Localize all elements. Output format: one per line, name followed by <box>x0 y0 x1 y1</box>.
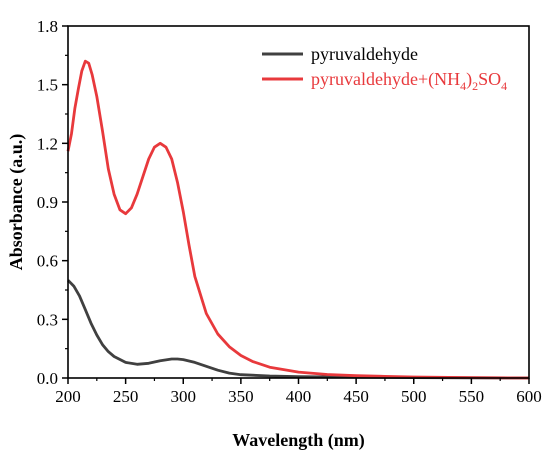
series-line-2 <box>66 59 530 380</box>
x-tick-label: 600 <box>516 387 542 406</box>
legend-label-part: ) <box>466 69 472 90</box>
x-tick-label: 500 <box>401 387 427 406</box>
series-line-1 <box>67 279 530 380</box>
legend-label-pyruvaldehyde-ammonium-sulfate: pyruvaldehyde+(NH4)2SO4 <box>311 69 507 93</box>
legend-label-subscript: 4 <box>460 79 466 93</box>
y-tick-label: 0.9 <box>37 193 58 212</box>
legend: pyruvaldehyde pyruvaldehyde+(NH4)2SO4 <box>262 44 507 93</box>
x-tick-label: 350 <box>228 387 254 406</box>
x-axis: 200 250 300 350 400 450 500 550 600 <box>55 378 542 406</box>
x-tick-label: 300 <box>171 387 197 406</box>
y-axis: 0.0 0.3 0.6 0.9 1.2 1.5 1.8 <box>37 17 68 388</box>
legend-label-part: SO <box>478 69 501 89</box>
y-tick-label: 1.2 <box>37 134 58 153</box>
y-tick-label: 1.8 <box>37 17 58 36</box>
x-tick-label: 200 <box>55 387 81 406</box>
y-axis-title: Absorbance (a.u.) <box>6 134 27 271</box>
y-tick-label: 0.6 <box>37 252 58 271</box>
legend-label-subscript: 4 <box>501 79 507 93</box>
x-tick-label: 250 <box>113 387 139 406</box>
x-axis-title: Wavelength (nm) <box>232 430 365 451</box>
legend-label-pyruvaldehyde: pyruvaldehyde <box>311 44 418 64</box>
series-layer <box>66 59 530 380</box>
y-tick-label: 0.0 <box>37 369 58 388</box>
x-tick-label: 400 <box>286 387 312 406</box>
x-tick-label: 550 <box>459 387 485 406</box>
y-tick-label: 0.3 <box>37 310 58 329</box>
y-tick-label: 1.5 <box>37 76 58 95</box>
x-tick-label: 450 <box>343 387 369 406</box>
legend-label-part: pyruvaldehyde+(NH <box>311 69 460 90</box>
legend-label-subscript: 2 <box>472 79 478 93</box>
